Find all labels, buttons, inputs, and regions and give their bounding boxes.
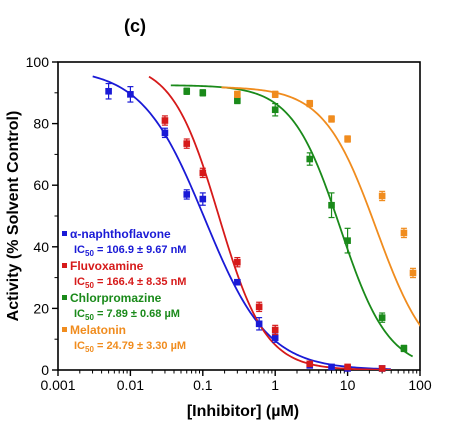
- panel-label: (c): [124, 16, 146, 36]
- y-tick-label: 20: [33, 300, 49, 316]
- legend-ic50: IC50 = 106.9 ± 9.67 nM: [74, 244, 186, 258]
- x-tick-label: 10: [340, 377, 356, 393]
- data-point: [234, 258, 241, 266]
- data-point: [199, 169, 207, 177]
- data-point: [161, 117, 169, 124]
- fit-curve: [221, 86, 420, 327]
- data-point: [344, 363, 351, 371]
- data-point: [409, 269, 417, 277]
- legend-ic50: IC50 = 166.4 ± 8.35 nM: [74, 276, 186, 290]
- legend-label: Melatonin: [70, 323, 126, 337]
- y-tick-label: 60: [33, 177, 49, 193]
- data-point: [378, 192, 386, 200]
- data-point: [127, 91, 134, 98]
- legend-label: Fluvoxamine: [70, 259, 144, 273]
- data-point: [183, 191, 191, 198]
- data-point: [255, 320, 263, 328]
- data-point: [183, 87, 191, 95]
- legend-ic50: IC50 = 24.79 ± 3.30 µM: [74, 340, 186, 354]
- legend-marker: [62, 231, 67, 236]
- data-point: [306, 155, 314, 163]
- data-point: [199, 195, 207, 203]
- fit-curve: [170, 84, 414, 358]
- data-point: [344, 237, 351, 244]
- data-point: [271, 91, 279, 98]
- x-axis-title: [Inhibitor] (µM): [187, 403, 299, 420]
- data-point: [400, 345, 408, 352]
- y-tick-label: 100: [26, 54, 50, 70]
- legend-label: Chlorpromazine: [70, 291, 162, 305]
- data-point: [378, 365, 386, 372]
- legend-marker: [62, 295, 67, 300]
- y-tick-label: 40: [33, 239, 49, 255]
- data-point: [400, 229, 408, 237]
- x-tick-label: 0.01: [117, 377, 144, 393]
- data-point: [306, 360, 314, 368]
- x-tick-label: 0.001: [40, 377, 75, 393]
- legend-ic50: IC50 = 7.89 ± 0.68 µM: [74, 308, 180, 322]
- data-point: [183, 140, 191, 147]
- plot-area: 0.001 0.01 0.1 1 10 100 0 20 40 60 80 100: [26, 54, 432, 393]
- x-tick-label: 1: [271, 377, 279, 393]
- data-point: [199, 89, 207, 97]
- legend: α-naphthoflavone IC50 = 106.9 ± 9.67 nMFl…: [62, 227, 186, 354]
- data-point: [344, 135, 351, 143]
- fit-curve: [92, 75, 391, 370]
- legend-label: α-naphthoflavone: [70, 227, 171, 241]
- y-tick-label: 80: [33, 116, 49, 132]
- legend-marker: [62, 327, 67, 332]
- data-point: [234, 91, 241, 98]
- data-point: [378, 314, 386, 321]
- data-point: [271, 326, 279, 334]
- data-point: [328, 201, 335, 209]
- data-point: [161, 129, 169, 137]
- x-tick-label: 0.1: [193, 377, 213, 393]
- data-point: [328, 363, 335, 371]
- data-point: [271, 334, 279, 341]
- y-axis-title: Activity (% Solvent Control): [5, 111, 22, 322]
- data-point: [234, 97, 241, 104]
- data-point: [306, 100, 314, 107]
- y-tick-label: 0: [41, 362, 49, 378]
- data-point: [255, 303, 263, 311]
- data-point: [105, 87, 112, 95]
- data-point: [271, 106, 279, 114]
- data-point: [234, 278, 241, 286]
- fit-curve: [148, 75, 391, 370]
- x-tick-label: 100: [408, 377, 432, 393]
- data-point: [328, 115, 335, 123]
- legend-marker: [62, 263, 67, 268]
